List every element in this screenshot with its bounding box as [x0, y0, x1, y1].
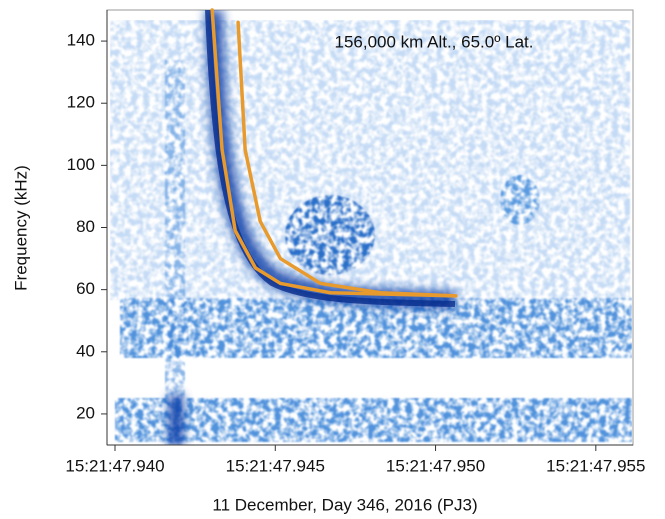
y-tick-label: 60 [76, 279, 95, 298]
x-tick-label: 15:21:47.950 [386, 456, 485, 475]
x-axis-label: 11 December, Day 346, 2016 (PJ3) [212, 495, 477, 514]
y-tick-label: 120 [67, 93, 95, 112]
emission-core [205, 10, 456, 307]
y-tick-label: 20 [76, 403, 95, 422]
x-tick-label: 15:21:47.955 [546, 456, 645, 475]
spectrogram [110, 10, 632, 445]
fit-curve [210, 8, 458, 298]
y-tick-label: 80 [76, 217, 95, 236]
annotation: 156,000 km Alt., 65.0º Lat. [334, 32, 533, 51]
y-tick-label: 100 [67, 155, 95, 174]
x-tick-label: 15:21:47.945 [226, 456, 325, 475]
y-tick-label: 40 [76, 341, 95, 360]
y-axis-label: Frequency (kHz) [11, 165, 30, 291]
y-tick-label: 140 [67, 31, 95, 50]
fit-curve [236, 20, 458, 298]
x-tick-label: 15:21:47.940 [65, 456, 164, 475]
